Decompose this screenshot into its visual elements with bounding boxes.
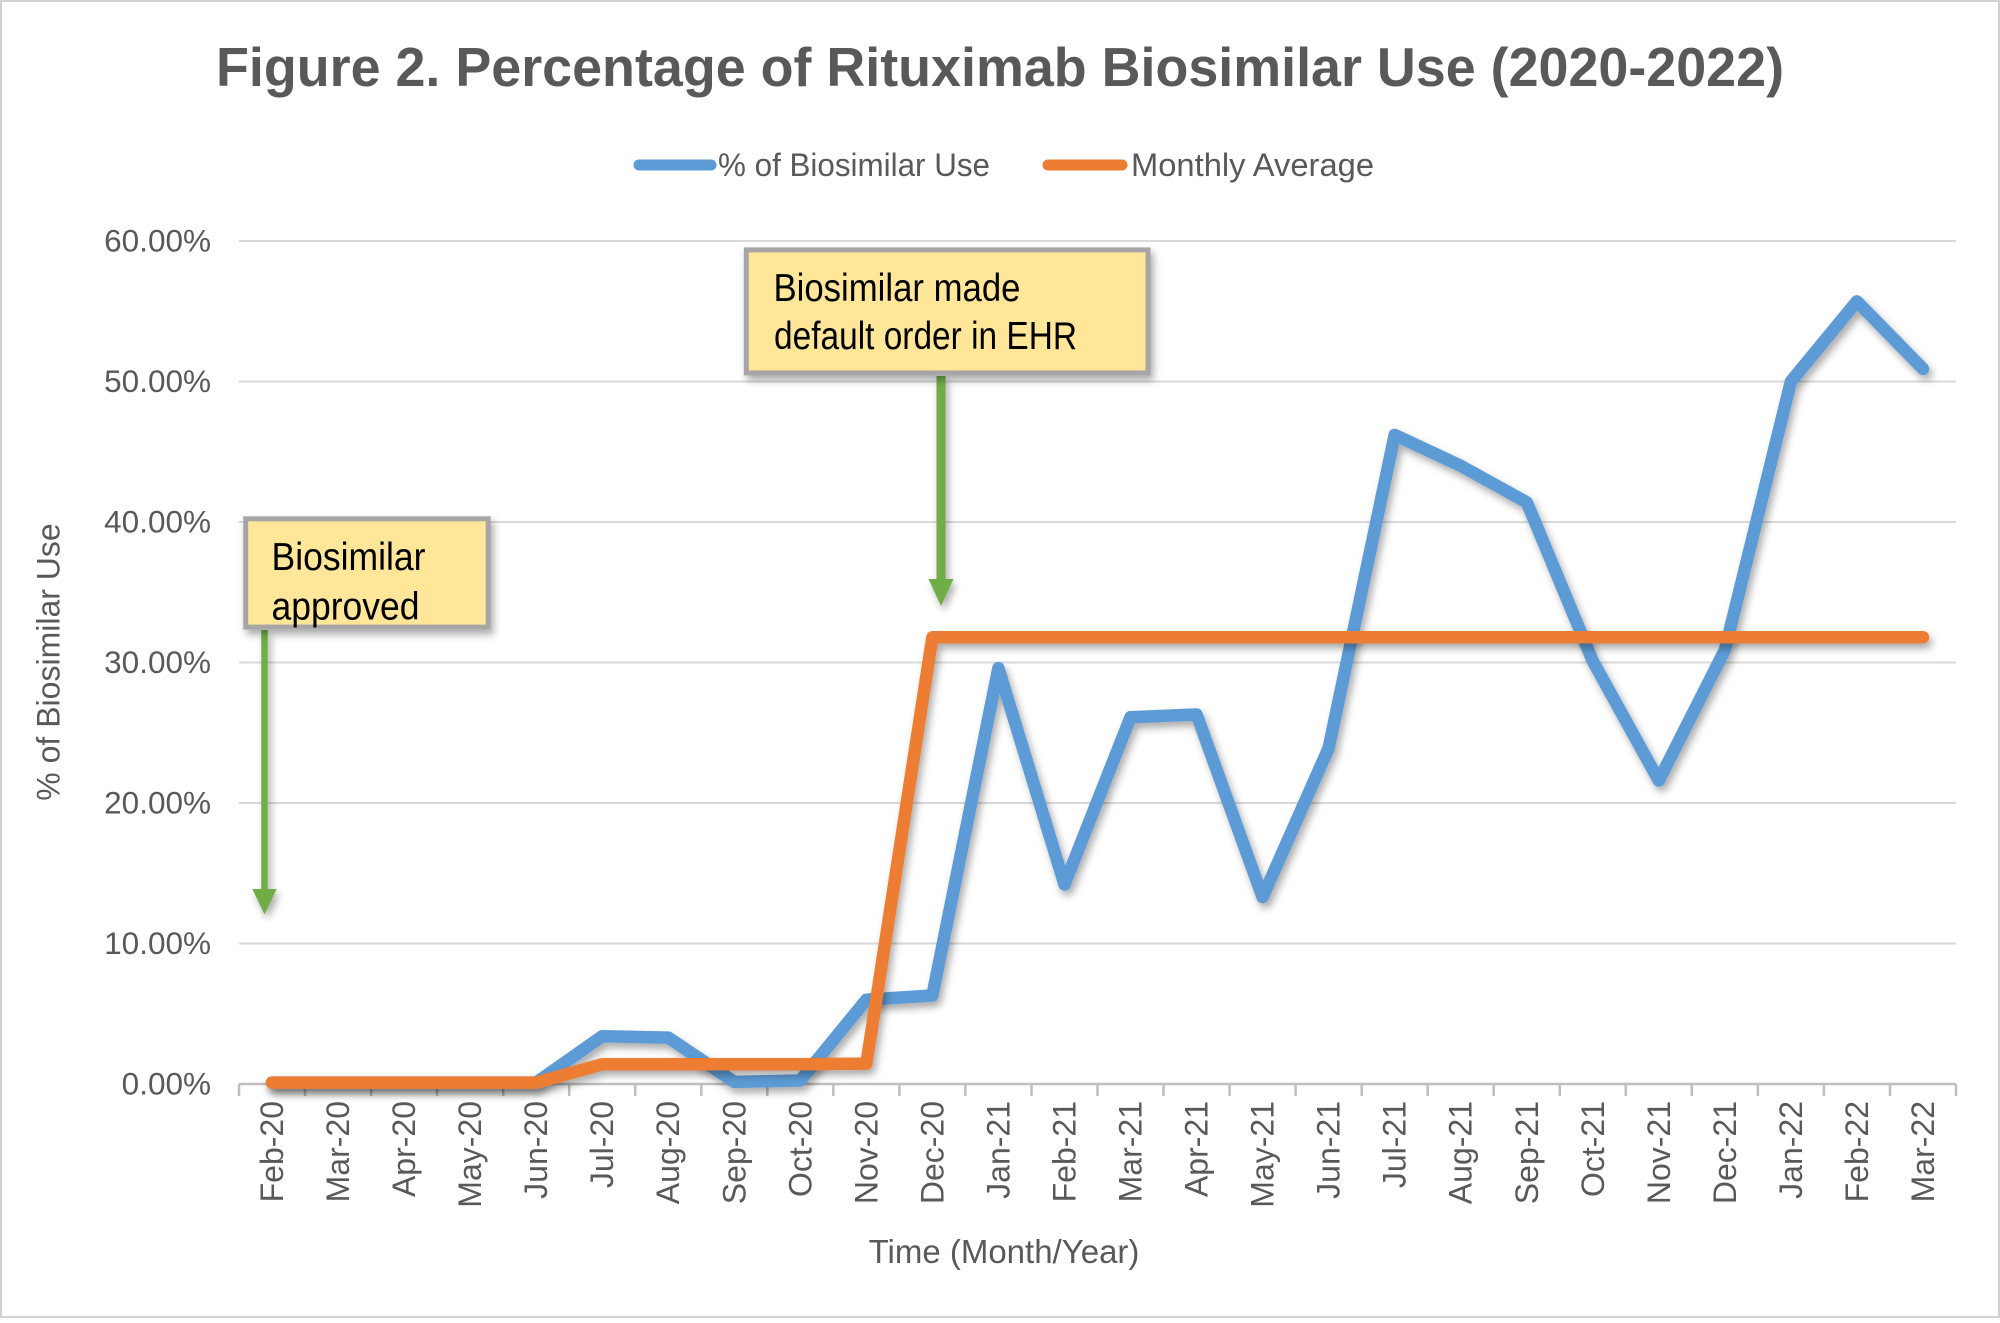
svg-text:% of Biosimilar Use: % of Biosimilar Use [31, 523, 67, 800]
svg-text:Apr-21: Apr-21 [1179, 1101, 1215, 1197]
svg-text:Dec-20: Dec-20 [914, 1101, 950, 1204]
svg-text:Mar-22: Mar-22 [1905, 1101, 1941, 1202]
svg-text:Sep-21: Sep-21 [1509, 1101, 1545, 1204]
svg-text:Mar-20: Mar-20 [320, 1101, 356, 1202]
svg-text:Nov-21: Nov-21 [1641, 1101, 1677, 1204]
svg-text:Jun-20: Jun-20 [518, 1101, 554, 1199]
svg-text:20.00%: 20.00% [104, 784, 211, 820]
svg-text:May-21: May-21 [1245, 1101, 1281, 1208]
svg-text:approved: approved [272, 585, 420, 628]
svg-text:Oct-20: Oct-20 [782, 1101, 818, 1197]
svg-text:60.00%: 60.00% [104, 222, 211, 258]
svg-text:Oct-21: Oct-21 [1575, 1101, 1611, 1197]
svg-text:50.00%: 50.00% [104, 363, 211, 399]
svg-text:Jan-22: Jan-22 [1773, 1101, 1809, 1199]
svg-text:Apr-20: Apr-20 [386, 1101, 422, 1197]
svg-text:Aug-21: Aug-21 [1443, 1101, 1479, 1204]
svg-text:Sep-20: Sep-20 [716, 1101, 752, 1204]
svg-text:Feb-22: Feb-22 [1839, 1101, 1875, 1202]
svg-text:Monthly Average: Monthly Average [1131, 147, 1374, 183]
svg-text:40.00%: 40.00% [104, 503, 211, 539]
svg-text:Biosimilar: Biosimilar [272, 536, 426, 579]
svg-text:Time (Month/Year): Time (Month/Year) [869, 1233, 1140, 1270]
svg-text:Feb-21: Feb-21 [1047, 1101, 1083, 1202]
svg-text:Jan-21: Jan-21 [980, 1101, 1016, 1199]
svg-text:Aug-20: Aug-20 [650, 1101, 686, 1204]
svg-text:30.00%: 30.00% [104, 644, 211, 680]
svg-text:Mar-21: Mar-21 [1113, 1101, 1149, 1202]
svg-text:Jun-21: Jun-21 [1311, 1101, 1347, 1199]
svg-text:May-20: May-20 [452, 1101, 488, 1208]
svg-text:default order in EHR: default order in EHR [774, 315, 1077, 358]
svg-text:Biosimilar made: Biosimilar made [774, 267, 1021, 310]
svg-text:Nov-20: Nov-20 [848, 1101, 884, 1204]
svg-text:Jul-20: Jul-20 [584, 1101, 620, 1188]
svg-text:% of Biosimilar Use: % of Biosimilar Use [718, 147, 990, 183]
svg-text:Feb-20: Feb-20 [254, 1101, 290, 1202]
svg-text:Dec-21: Dec-21 [1707, 1101, 1743, 1204]
svg-text:10.00%: 10.00% [104, 925, 211, 961]
svg-text:0.00%: 0.00% [122, 1065, 211, 1101]
svg-text:Jul-21: Jul-21 [1377, 1101, 1413, 1188]
svg-text:Figure 2. Percentage of Rituxi: Figure 2. Percentage of Rituximab Biosim… [216, 36, 1784, 98]
